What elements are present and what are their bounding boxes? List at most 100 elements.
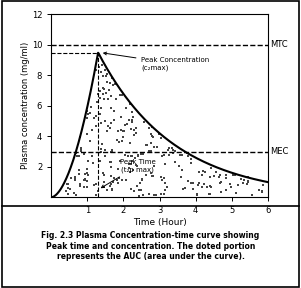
Point xyxy=(137,187,141,192)
Point xyxy=(150,174,155,179)
Point xyxy=(107,88,111,92)
Point xyxy=(132,127,136,132)
Point xyxy=(118,92,123,97)
Text: MEC: MEC xyxy=(270,147,288,156)
Point xyxy=(120,129,125,134)
Point xyxy=(94,68,99,73)
Point xyxy=(133,155,138,160)
Point xyxy=(96,52,101,57)
Point xyxy=(149,174,154,179)
Point xyxy=(138,188,143,193)
X-axis label: Time (Hour): Time (Hour) xyxy=(133,218,186,227)
Point xyxy=(108,149,113,154)
Point xyxy=(98,159,103,163)
Point xyxy=(84,109,89,113)
Point xyxy=(131,189,136,193)
Point xyxy=(115,167,120,171)
Point xyxy=(144,143,149,148)
Point xyxy=(124,105,129,110)
Point xyxy=(136,153,141,158)
Point xyxy=(76,168,81,172)
Point xyxy=(150,125,155,130)
Point xyxy=(104,91,108,96)
Point xyxy=(123,153,127,158)
Point xyxy=(223,188,228,193)
Point xyxy=(98,96,103,101)
Point xyxy=(104,188,109,192)
Point xyxy=(102,148,107,152)
Point xyxy=(78,135,83,140)
Point xyxy=(108,126,113,130)
Point xyxy=(129,127,133,132)
Point xyxy=(73,151,78,156)
Point xyxy=(218,180,223,184)
Y-axis label: Plasma concentration (mg/ml): Plasma concentration (mg/ml) xyxy=(21,42,30,169)
Point xyxy=(129,110,134,115)
Point xyxy=(138,152,143,157)
Point xyxy=(234,191,238,196)
Point xyxy=(223,175,228,180)
Point xyxy=(109,181,114,186)
Point xyxy=(99,121,104,125)
Point xyxy=(161,153,166,158)
Point xyxy=(88,104,93,109)
Point xyxy=(179,168,184,173)
Point xyxy=(109,159,114,164)
Point xyxy=(130,159,135,163)
Point xyxy=(189,161,194,166)
Point xyxy=(66,182,71,186)
Point xyxy=(260,189,265,194)
Point xyxy=(65,192,70,196)
Point xyxy=(121,134,126,139)
Point xyxy=(238,176,243,181)
Point xyxy=(245,182,250,186)
Point xyxy=(72,191,77,195)
Point xyxy=(261,183,265,187)
Point xyxy=(108,160,113,164)
Point xyxy=(103,118,108,123)
Point xyxy=(111,83,116,88)
Point xyxy=(90,154,95,158)
Point xyxy=(90,127,95,132)
Point xyxy=(107,184,112,188)
Point xyxy=(148,132,153,137)
Point xyxy=(178,175,183,179)
Point xyxy=(149,133,154,138)
Point xyxy=(207,192,212,196)
Point xyxy=(127,166,132,170)
Point xyxy=(112,82,117,86)
Point xyxy=(98,89,103,94)
Point xyxy=(99,147,104,151)
Point xyxy=(94,193,98,198)
Point xyxy=(127,170,132,174)
Point xyxy=(166,145,171,150)
Point xyxy=(231,173,235,177)
Point xyxy=(67,187,72,192)
Point xyxy=(117,176,122,181)
Point xyxy=(101,92,106,97)
Point xyxy=(104,79,109,84)
Point xyxy=(163,187,167,192)
Point xyxy=(201,182,206,186)
Point xyxy=(170,145,175,150)
Point xyxy=(154,145,159,149)
Point xyxy=(161,192,166,196)
Point xyxy=(170,147,175,152)
Point xyxy=(245,179,250,184)
Point xyxy=(165,185,169,189)
Point xyxy=(135,163,139,168)
Point xyxy=(109,187,114,192)
Point xyxy=(212,173,217,178)
Point xyxy=(126,118,131,122)
Point xyxy=(94,100,99,105)
Point xyxy=(85,184,90,189)
Point xyxy=(110,147,115,152)
Point xyxy=(88,139,93,144)
Point xyxy=(82,151,86,156)
Point xyxy=(209,185,214,189)
Point xyxy=(141,152,146,157)
Point xyxy=(259,190,264,194)
Point xyxy=(120,139,125,143)
Point xyxy=(207,192,212,197)
Point xyxy=(159,175,163,180)
